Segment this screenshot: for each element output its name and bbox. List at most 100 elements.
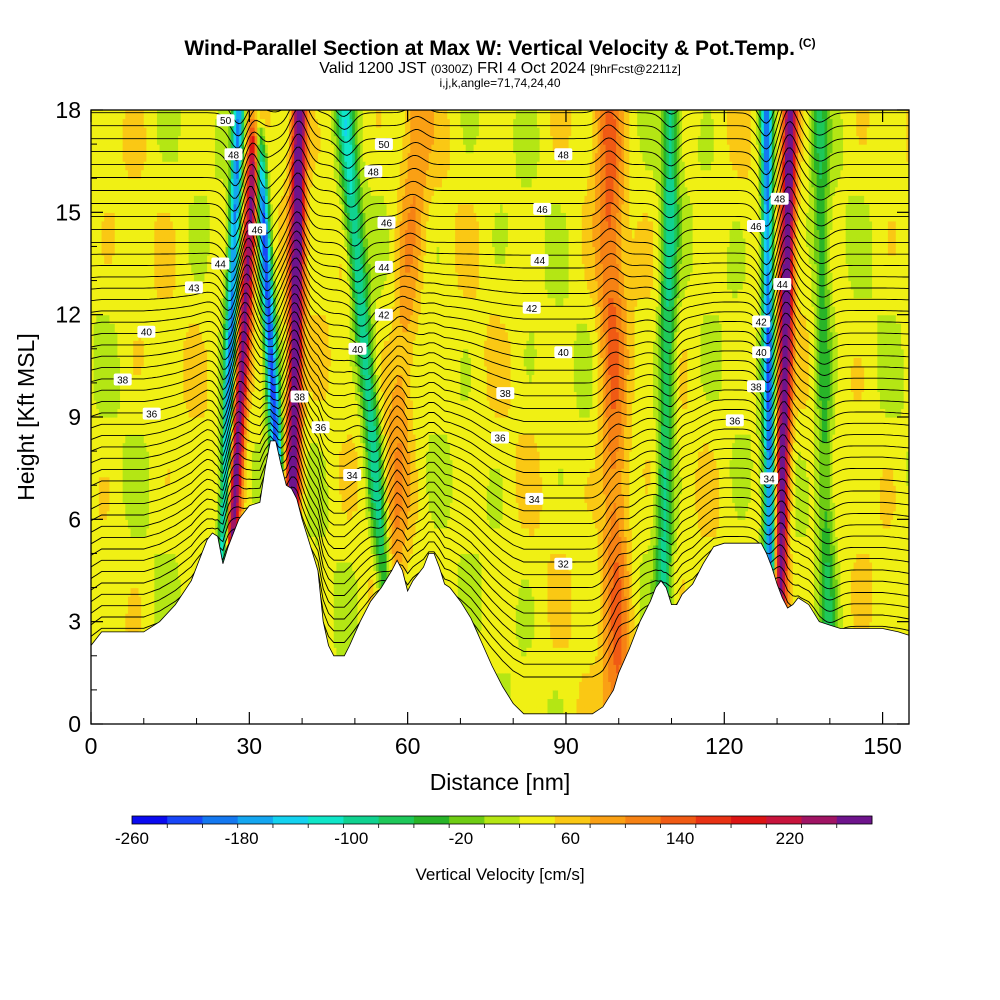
velocity-cell	[193, 272, 198, 282]
velocity-cell	[233, 374, 237, 384]
velocity-cell	[164, 203, 169, 213]
velocity-cell	[146, 289, 150, 299]
velocity-cell	[101, 561, 105, 572]
velocity-cell	[270, 135, 274, 145]
velocity-cell	[180, 144, 184, 154]
velocity-cell	[220, 280, 224, 290]
velocity-cell	[209, 203, 213, 213]
velocity-cell	[191, 323, 195, 333]
velocity-cell	[225, 357, 229, 367]
velocity-cell	[130, 152, 134, 162]
velocity-cell	[265, 254, 269, 265]
velocity-cell	[225, 237, 229, 248]
velocity-cell	[93, 451, 97, 461]
velocity-cell	[230, 434, 235, 444]
velocity-cell	[141, 604, 145, 614]
velocity-cell	[112, 451, 116, 461]
velocity-cell	[127, 195, 132, 205]
velocity-cell	[149, 613, 153, 623]
velocity-cell	[138, 527, 142, 537]
velocity-cell	[125, 519, 129, 529]
velocity-cell	[104, 519, 108, 529]
velocity-cell	[167, 340, 171, 350]
velocity-cell	[230, 382, 235, 393]
velocity-cell	[159, 152, 163, 162]
velocity-cell	[167, 246, 171, 256]
velocity-cell	[172, 365, 177, 375]
velocity-cell	[162, 306, 166, 316]
velocity-cell	[117, 178, 121, 188]
velocity-cell	[133, 391, 137, 401]
velocity-cell	[164, 357, 169, 367]
velocity-cell	[196, 417, 200, 427]
velocity-cell	[143, 570, 148, 580]
velocity-cell	[156, 570, 161, 580]
velocity-cell	[146, 203, 150, 213]
velocity-cell	[104, 527, 108, 537]
velocity-cell	[254, 365, 258, 375]
velocity-cell	[151, 357, 155, 367]
velocity-cell	[191, 297, 195, 307]
velocity-cell	[170, 161, 174, 171]
velocity-cell	[238, 434, 243, 444]
velocity-cell	[167, 553, 171, 563]
velocity-cell	[188, 254, 192, 265]
velocity-cell	[159, 246, 163, 256]
velocity-cell	[125, 246, 129, 256]
velocity-cell	[193, 118, 198, 128]
velocity-cell	[236, 451, 240, 461]
velocity-cell	[251, 237, 256, 248]
velocity-cell	[172, 493, 177, 503]
velocity-cell	[104, 502, 108, 512]
velocity-cell	[106, 229, 111, 239]
velocity-cell	[254, 425, 258, 435]
velocity-cell	[93, 442, 97, 452]
velocity-cell	[230, 502, 235, 512]
velocity-cell	[91, 144, 95, 154]
velocity-cell	[143, 212, 148, 222]
velocity-cell	[93, 220, 97, 230]
velocity-cell	[101, 178, 105, 188]
velocity-cell	[172, 161, 177, 171]
velocity-cell	[156, 220, 161, 230]
velocity-cell	[93, 493, 97, 503]
velocity-cell	[91, 314, 95, 324]
velocity-cell	[233, 451, 237, 461]
velocity-cell	[209, 502, 213, 512]
velocity-cell	[98, 161, 103, 171]
velocity-cell	[230, 297, 235, 307]
velocity-cell	[170, 348, 174, 358]
velocity-cell	[257, 417, 261, 427]
velocity-cell	[162, 144, 166, 154]
velocity-cell	[254, 135, 258, 145]
velocity-cell	[254, 297, 258, 307]
velocity-cell	[233, 186, 237, 196]
velocity-cell	[141, 195, 145, 205]
velocity-cell	[215, 152, 219, 162]
velocity-cell	[251, 254, 256, 265]
velocity-cell	[178, 570, 182, 580]
velocity-cell	[162, 451, 166, 461]
velocity-cell	[159, 442, 163, 452]
velocity-cell	[212, 246, 216, 256]
velocity-cell	[262, 434, 266, 444]
velocity-cell	[230, 237, 235, 248]
velocity-cell	[93, 417, 97, 427]
velocity-cell	[265, 220, 269, 230]
velocity-cell	[156, 161, 161, 171]
velocity-cell	[167, 289, 171, 299]
velocity-cell	[270, 408, 274, 418]
velocity-cell	[98, 459, 103, 469]
velocity-cell	[222, 519, 227, 529]
velocity-cell	[178, 331, 182, 341]
velocity-cell	[230, 169, 235, 179]
velocity-cell	[93, 544, 97, 555]
velocity-cell	[175, 254, 179, 265]
velocity-cell	[172, 118, 177, 128]
velocity-cell	[199, 263, 203, 273]
velocity-cell	[96, 203, 100, 213]
velocity-cell	[164, 587, 169, 597]
velocity-cell	[188, 314, 192, 324]
velocity-cell	[98, 621, 103, 631]
velocity-cell	[241, 289, 245, 299]
